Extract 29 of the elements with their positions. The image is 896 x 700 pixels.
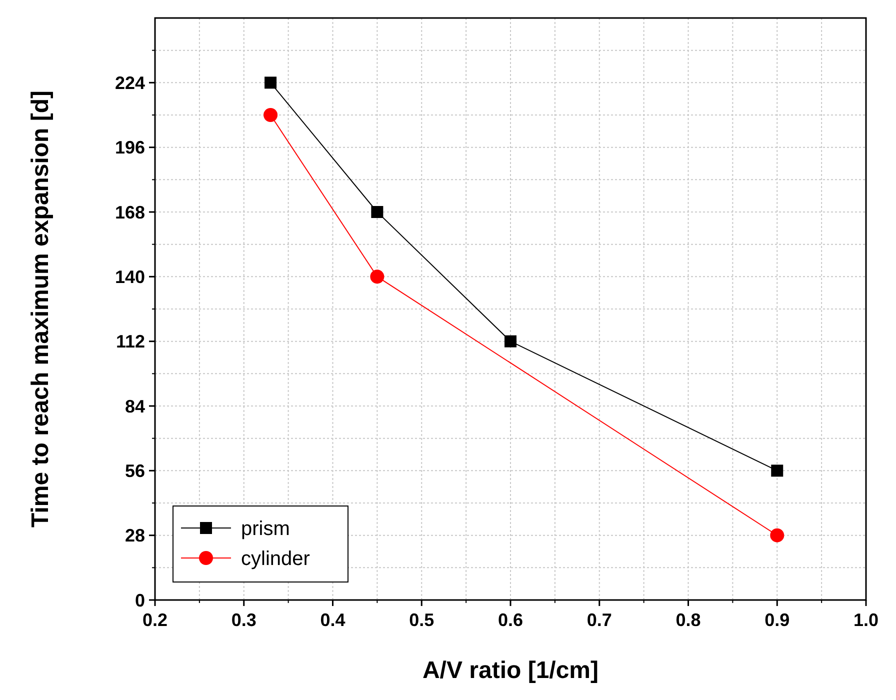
point: [370, 270, 384, 284]
x-tick-label: 1.0: [853, 610, 879, 630]
x-tick-label: 0.4: [320, 610, 346, 630]
point: [371, 206, 384, 218]
x-axis-title: A/V ratio [1/cm]: [422, 657, 599, 684]
y-tick-label: 56: [124, 460, 145, 481]
x-tick-label: 0.5: [409, 610, 434, 630]
point: [264, 76, 277, 89]
x-tick-label: 0.8: [676, 610, 701, 630]
y-tick-label: 28: [124, 526, 145, 546]
x-tick-label: 0.7: [586, 610, 612, 630]
legend-label: prism: [241, 518, 290, 540]
y-tick-label: 196: [114, 138, 145, 158]
y-tick-label: 168: [114, 202, 145, 222]
x-tick-label: 0.3: [231, 610, 256, 630]
y-axis-title: Time to reach maximum expansion [d]: [27, 90, 54, 528]
y-tick-label: 224: [114, 72, 145, 93]
y-tick-label: 0: [134, 590, 145, 610]
point: [770, 528, 784, 542]
x-tick-label: 0.9: [764, 610, 790, 630]
y-tick-label: 84: [124, 396, 145, 416]
point: [771, 464, 784, 477]
point: [504, 335, 516, 348]
point: [264, 108, 278, 122]
x-tick-label: 0.6: [498, 610, 524, 630]
x-tick-label: 0.2: [142, 610, 168, 630]
legend-label: cylinder: [241, 548, 310, 570]
y-tick-label: 112: [116, 332, 145, 352]
y-tick-label: 140: [114, 266, 145, 287]
